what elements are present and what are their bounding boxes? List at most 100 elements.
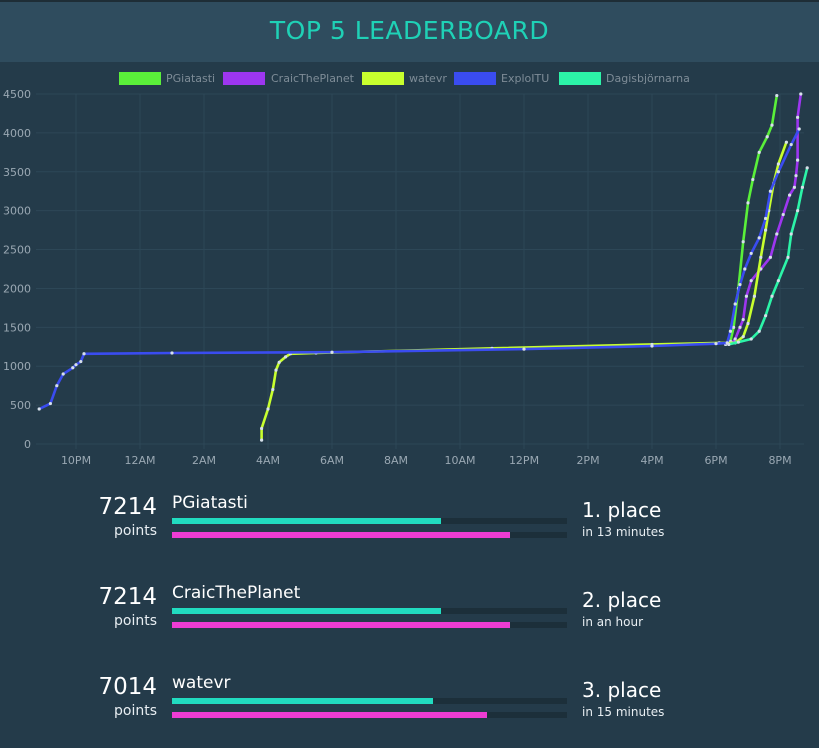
y-tick-label: 1500 [3,321,31,334]
data-point [768,189,773,193]
data-point [744,294,749,298]
progress-bar-pink [172,712,487,718]
leaderboard-row-1[interactable]: 7214 points PGiatasti 1. place in 13 min… [0,493,819,556]
data-point [37,407,41,411]
data-point [794,174,798,178]
data-point [55,384,59,388]
data-point [757,236,761,240]
legend-swatch [119,72,161,85]
data-point [74,363,78,367]
data-point [271,387,275,392]
x-tick-label: 6PM [704,454,727,467]
leaderboard-row-3[interactable]: 7014 points watevr 3. place in 15 minute… [0,673,819,736]
progress-bar-teal [172,518,441,524]
chart-legend[interactable]: PGiatasti CraicThePlanet watevr ExploITU Dag… [119,72,690,85]
x-tick-label: 6AM [320,454,344,467]
team-name: watevr [172,673,231,693]
data-point [786,255,790,259]
y-tick-label: 4000 [3,127,31,140]
team-name: CraicThePlanet [172,583,301,603]
points-value: 7214 [98,494,157,520]
data-point [746,201,750,205]
data-point [260,438,264,442]
progress-track-pink [172,532,567,538]
progress-track-pink [172,622,567,628]
y-tick-label: 2500 [3,244,31,257]
y-tick-label: 3000 [3,205,31,218]
data-point [736,340,741,344]
x-tick-label: 12PM [509,454,539,467]
data-point [776,170,781,174]
chart-series [37,92,809,442]
points-label: points [114,703,157,719]
legend-item[interactable]: ExploITU [454,72,549,85]
data-point [714,342,718,346]
data-point [71,366,75,370]
data-point [768,255,773,259]
data-point [800,185,805,189]
data-point [770,294,774,298]
y-tick-label: 2000 [3,282,31,295]
data-point [738,282,742,287]
place-rank: 1. place [582,498,662,522]
data-point [796,115,800,119]
data-point [796,209,800,213]
data-point [79,359,83,364]
x-tick-label: 12AM [124,454,155,467]
y-tick-label: 1000 [3,360,31,373]
data-point [797,127,801,131]
data-point [277,360,281,364]
page-title: TOP 5 LEADERBOARD [269,16,550,45]
x-tick-label: 10AM [444,454,475,467]
legend-item[interactable]: watevr [362,72,447,85]
progress-bar-pink [172,532,510,538]
legend-item[interactable]: Dagisbjörnarna [559,72,690,85]
leaderboard-row-2[interactable]: 7214 points CraicThePlanet 2. place in a… [0,583,819,646]
data-point [751,177,755,182]
x-tick-label: 10PM [61,454,91,467]
data-point [728,329,733,333]
data-point [789,142,793,147]
legend-label: Dagisbjörnarna [606,72,690,85]
data-point [733,337,737,341]
data-point [61,372,65,376]
data-point [274,368,278,372]
data-point [799,92,803,96]
points-label: points [114,613,157,629]
x-tick-label: 2PM [576,454,599,467]
data-point [738,325,742,329]
legend-item[interactable]: CraicThePlanet [223,72,355,85]
x-tick-label: 4PM [640,454,663,467]
legend-label: watevr [409,72,447,85]
data-point [789,232,793,236]
team-name: PGiatasti [172,493,248,513]
score-chart: 0 500 1000 1500 2000 2500 3000 3500 4000 4500 10PM… [3,72,809,467]
data-point [746,321,750,326]
data-point [775,93,779,98]
series-line [727,166,809,346]
data-point [650,344,654,348]
data-point [759,255,763,259]
legend-swatch [362,72,404,85]
legend-item[interactable]: PGiatasti [119,72,215,85]
points-label: points [114,523,157,539]
progress-track-teal [172,608,567,614]
place-time: in 13 minutes [582,525,665,539]
data-point [764,314,768,318]
legend-label: CraicThePlanet [271,72,355,85]
data-point [752,294,757,298]
data-point [82,352,86,356]
progress-bar-teal [172,698,434,704]
data-point [749,279,753,283]
data-point [770,123,774,127]
data-point [788,193,792,197]
data-point [764,216,768,221]
data-point [330,350,334,354]
progress-bar-pink [172,622,510,628]
data-point [284,355,288,359]
data-point [792,185,797,189]
progress-track-pink [172,712,567,718]
y-tick-label: 3500 [3,166,31,179]
x-tick-label: 8AM [384,454,408,467]
y-tick-label: 4500 [3,88,31,101]
